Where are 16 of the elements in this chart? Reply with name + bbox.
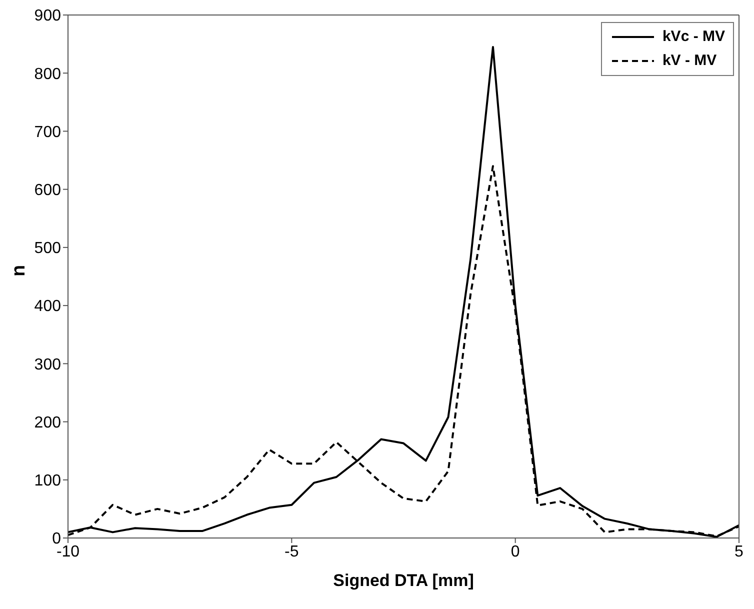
y-tick-label: 800 xyxy=(34,66,62,83)
x-tick-label: -5 xyxy=(284,543,299,560)
x-tick-label: 0 xyxy=(510,543,520,560)
y-tick-label: 400 xyxy=(34,298,62,316)
y-tick-label: 900 xyxy=(34,8,62,25)
legend-label: kV - MV xyxy=(662,51,717,71)
y-tick-label: 200 xyxy=(34,414,62,432)
legend-label: kVc - MV xyxy=(662,27,725,47)
x-axis-title: Signed DTA [mm] xyxy=(333,571,474,590)
y-tick-label: 300 xyxy=(34,356,62,374)
y-axis-title: n xyxy=(8,264,30,276)
y-tick-label: 700 xyxy=(34,124,62,141)
x-tick-label: 5 xyxy=(734,543,744,560)
y-tick-label: 600 xyxy=(34,182,62,200)
y-tick-label: 500 xyxy=(34,240,62,258)
y-tick-label: 100 xyxy=(34,472,62,490)
